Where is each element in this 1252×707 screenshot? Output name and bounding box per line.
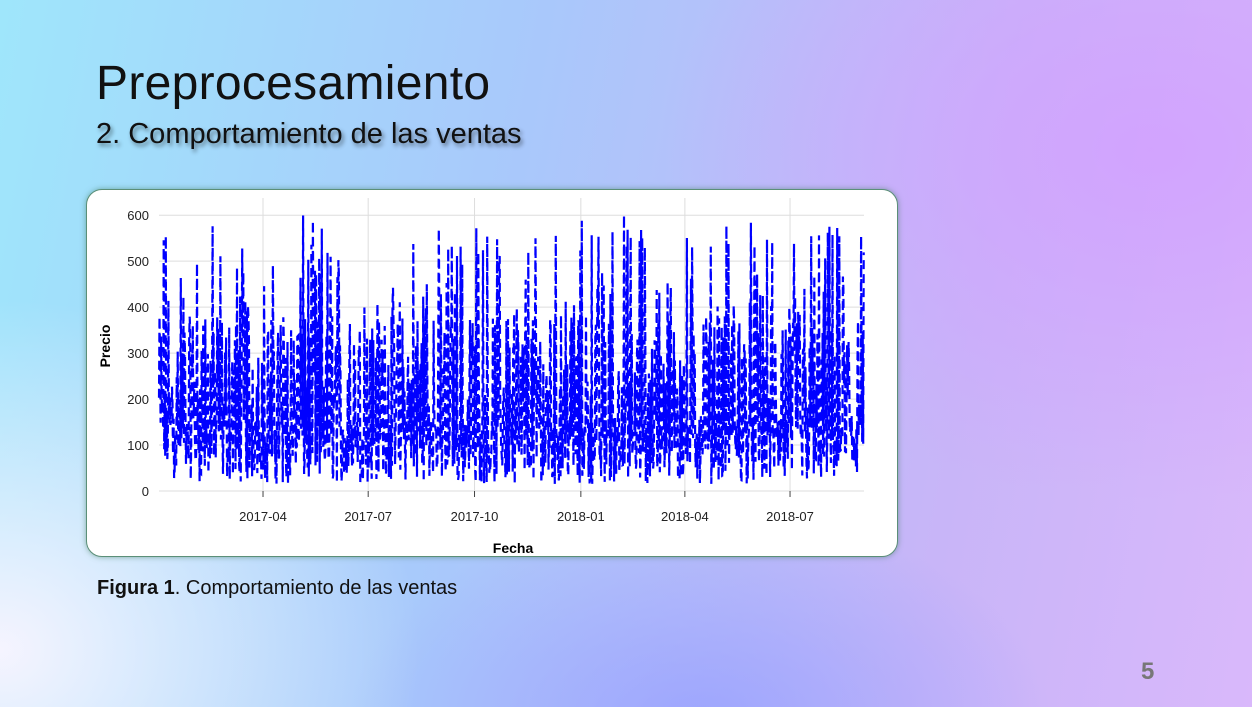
x-tick-label: 2017-04	[239, 509, 287, 524]
y-tick-label: 0	[142, 484, 149, 499]
figure-caption-label: Figura 1	[97, 577, 175, 599]
price-line	[157, 215, 865, 485]
y-tick-label: 500	[127, 254, 149, 269]
x-tick-label: 2017-10	[451, 509, 499, 524]
axes: 0 100 200 300 400 500 600 2017-04 2017-07 2017-10…	[127, 208, 814, 524]
slide-subtitle: 2. Comportamiento de las ventas	[96, 118, 522, 150]
y-tick-label: 400	[127, 300, 149, 315]
price-chart: 0 100 200 300 400 500 600 2017-04 2017-07 2017-10…	[97, 198, 865, 556]
y-axis-label: Precio	[97, 325, 113, 368]
page-number: 5	[1141, 658, 1155, 685]
figure-caption: Figura 1. Comportamiento de las ventas	[97, 577, 457, 600]
y-tick-label: 300	[127, 346, 149, 361]
chart-card: 0 100 200 300 400 500 600 2017-04 2017-07 2017-10…	[86, 189, 898, 557]
y-tick-label: 600	[127, 208, 149, 223]
x-tick-label: 2018-04	[661, 509, 709, 524]
x-tick-label: 2018-07	[766, 509, 814, 524]
x-axis-label: Fecha	[493, 540, 534, 556]
x-tick-label: 2018-01	[557, 509, 605, 524]
y-tick-label: 100	[127, 438, 149, 453]
slide-title: Preprocesamiento	[96, 57, 491, 110]
price-series	[157, 215, 865, 485]
figure-caption-text: . Comportamiento de las ventas	[174, 577, 458, 599]
x-tick-label: 2017-07	[344, 509, 392, 524]
y-tick-label: 200	[127, 392, 149, 407]
